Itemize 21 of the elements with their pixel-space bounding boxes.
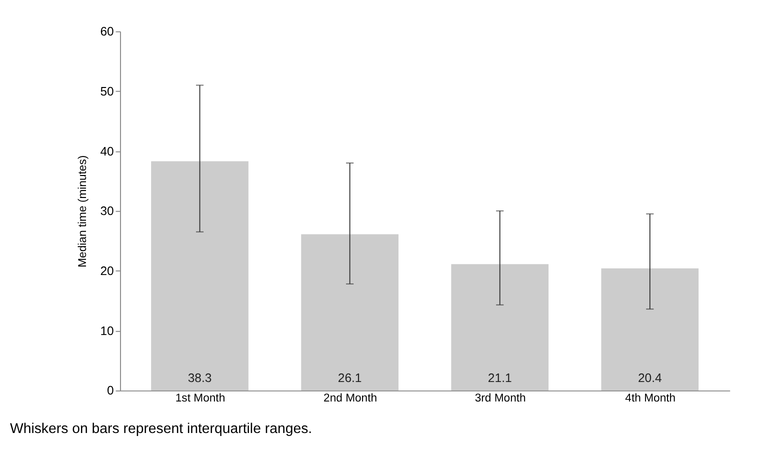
x-tick-label: 3rd Month: [474, 392, 526, 404]
data-label: 20.4: [638, 370, 662, 385]
y-tick-label: 10: [100, 324, 114, 338]
bar: [301, 234, 398, 390]
bar: [601, 268, 699, 390]
data-label: 21.1: [488, 370, 512, 385]
data-label: 26.1: [338, 370, 362, 385]
bar: [451, 264, 549, 390]
bar: [151, 161, 248, 390]
y-axis-title: Median time (minutes): [77, 155, 90, 268]
x-tick-label: 2nd Month: [324, 392, 378, 404]
x-tick-label: 4th Month: [625, 392, 676, 404]
y-tick-label: 0: [107, 384, 114, 398]
y-tick-label: 30: [100, 204, 114, 218]
x-tick-label: 1st Month: [175, 392, 226, 404]
y-tick-label: 50: [100, 84, 114, 98]
y-tick-label: 60: [100, 24, 114, 39]
y-tick-label: 40: [100, 144, 114, 158]
data-label: 38.3: [188, 370, 212, 385]
text: Whiskers on bars represent interquartile ranges.: [10, 421, 312, 438]
y-tick-label: 20: [100, 264, 114, 278]
